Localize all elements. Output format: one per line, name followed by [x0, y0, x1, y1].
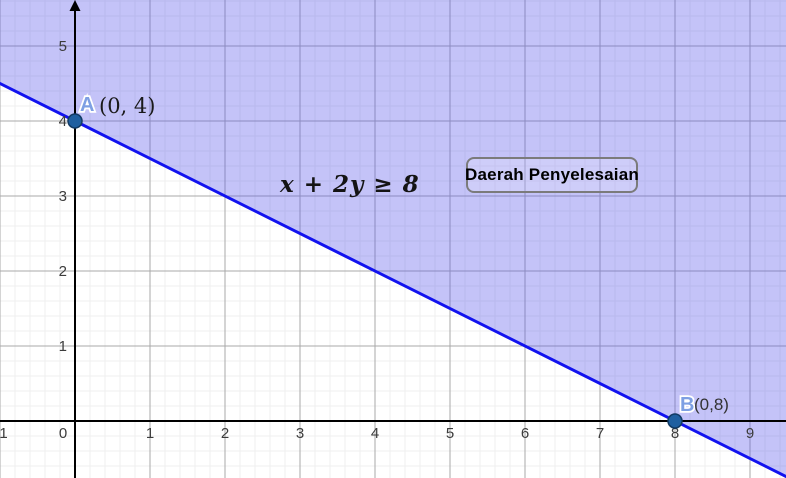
x-tick-label: 3	[296, 425, 304, 442]
point-b[interactable]	[667, 413, 683, 429]
x-tick-label: 0	[59, 425, 67, 442]
point-a[interactable]	[67, 113, 83, 129]
x-tick-label: -1	[0, 425, 8, 442]
region-label-box[interactable]: Daerah Penyelesaian	[465, 157, 639, 193]
y-tick-label: 3	[59, 188, 67, 205]
x-tick-label: 4	[371, 425, 379, 442]
region-label-text: Daerah Penyelesaian	[465, 165, 639, 184]
boundary-line[interactable]	[0, 81, 786, 478]
x-tick-label: 8	[671, 425, 679, 442]
y-tick-label: 1	[59, 338, 67, 355]
x-tick-label: 7	[596, 425, 604, 442]
x-tick-label: 5	[446, 425, 454, 442]
x-tick-label: 6	[521, 425, 529, 442]
point-b-coords-label: (0,8)	[694, 395, 729, 414]
inequality-label: x + 2y ≥ 8	[279, 171, 420, 198]
x-tick-label: 2	[221, 425, 229, 442]
y-tick-label: 5	[59, 38, 67, 55]
point-a-letter-label: A	[80, 94, 94, 116]
y-tick-label: 4	[59, 113, 67, 130]
x-tick-label: 1	[146, 425, 154, 442]
point-a-coords-label: (0, 4)	[99, 94, 155, 118]
y-axis-arrow-icon	[69, 0, 81, 11]
x-tick-label: 9	[746, 425, 754, 442]
point-b-letter-label: B	[680, 394, 694, 416]
y-tick-label: 2	[59, 263, 67, 280]
